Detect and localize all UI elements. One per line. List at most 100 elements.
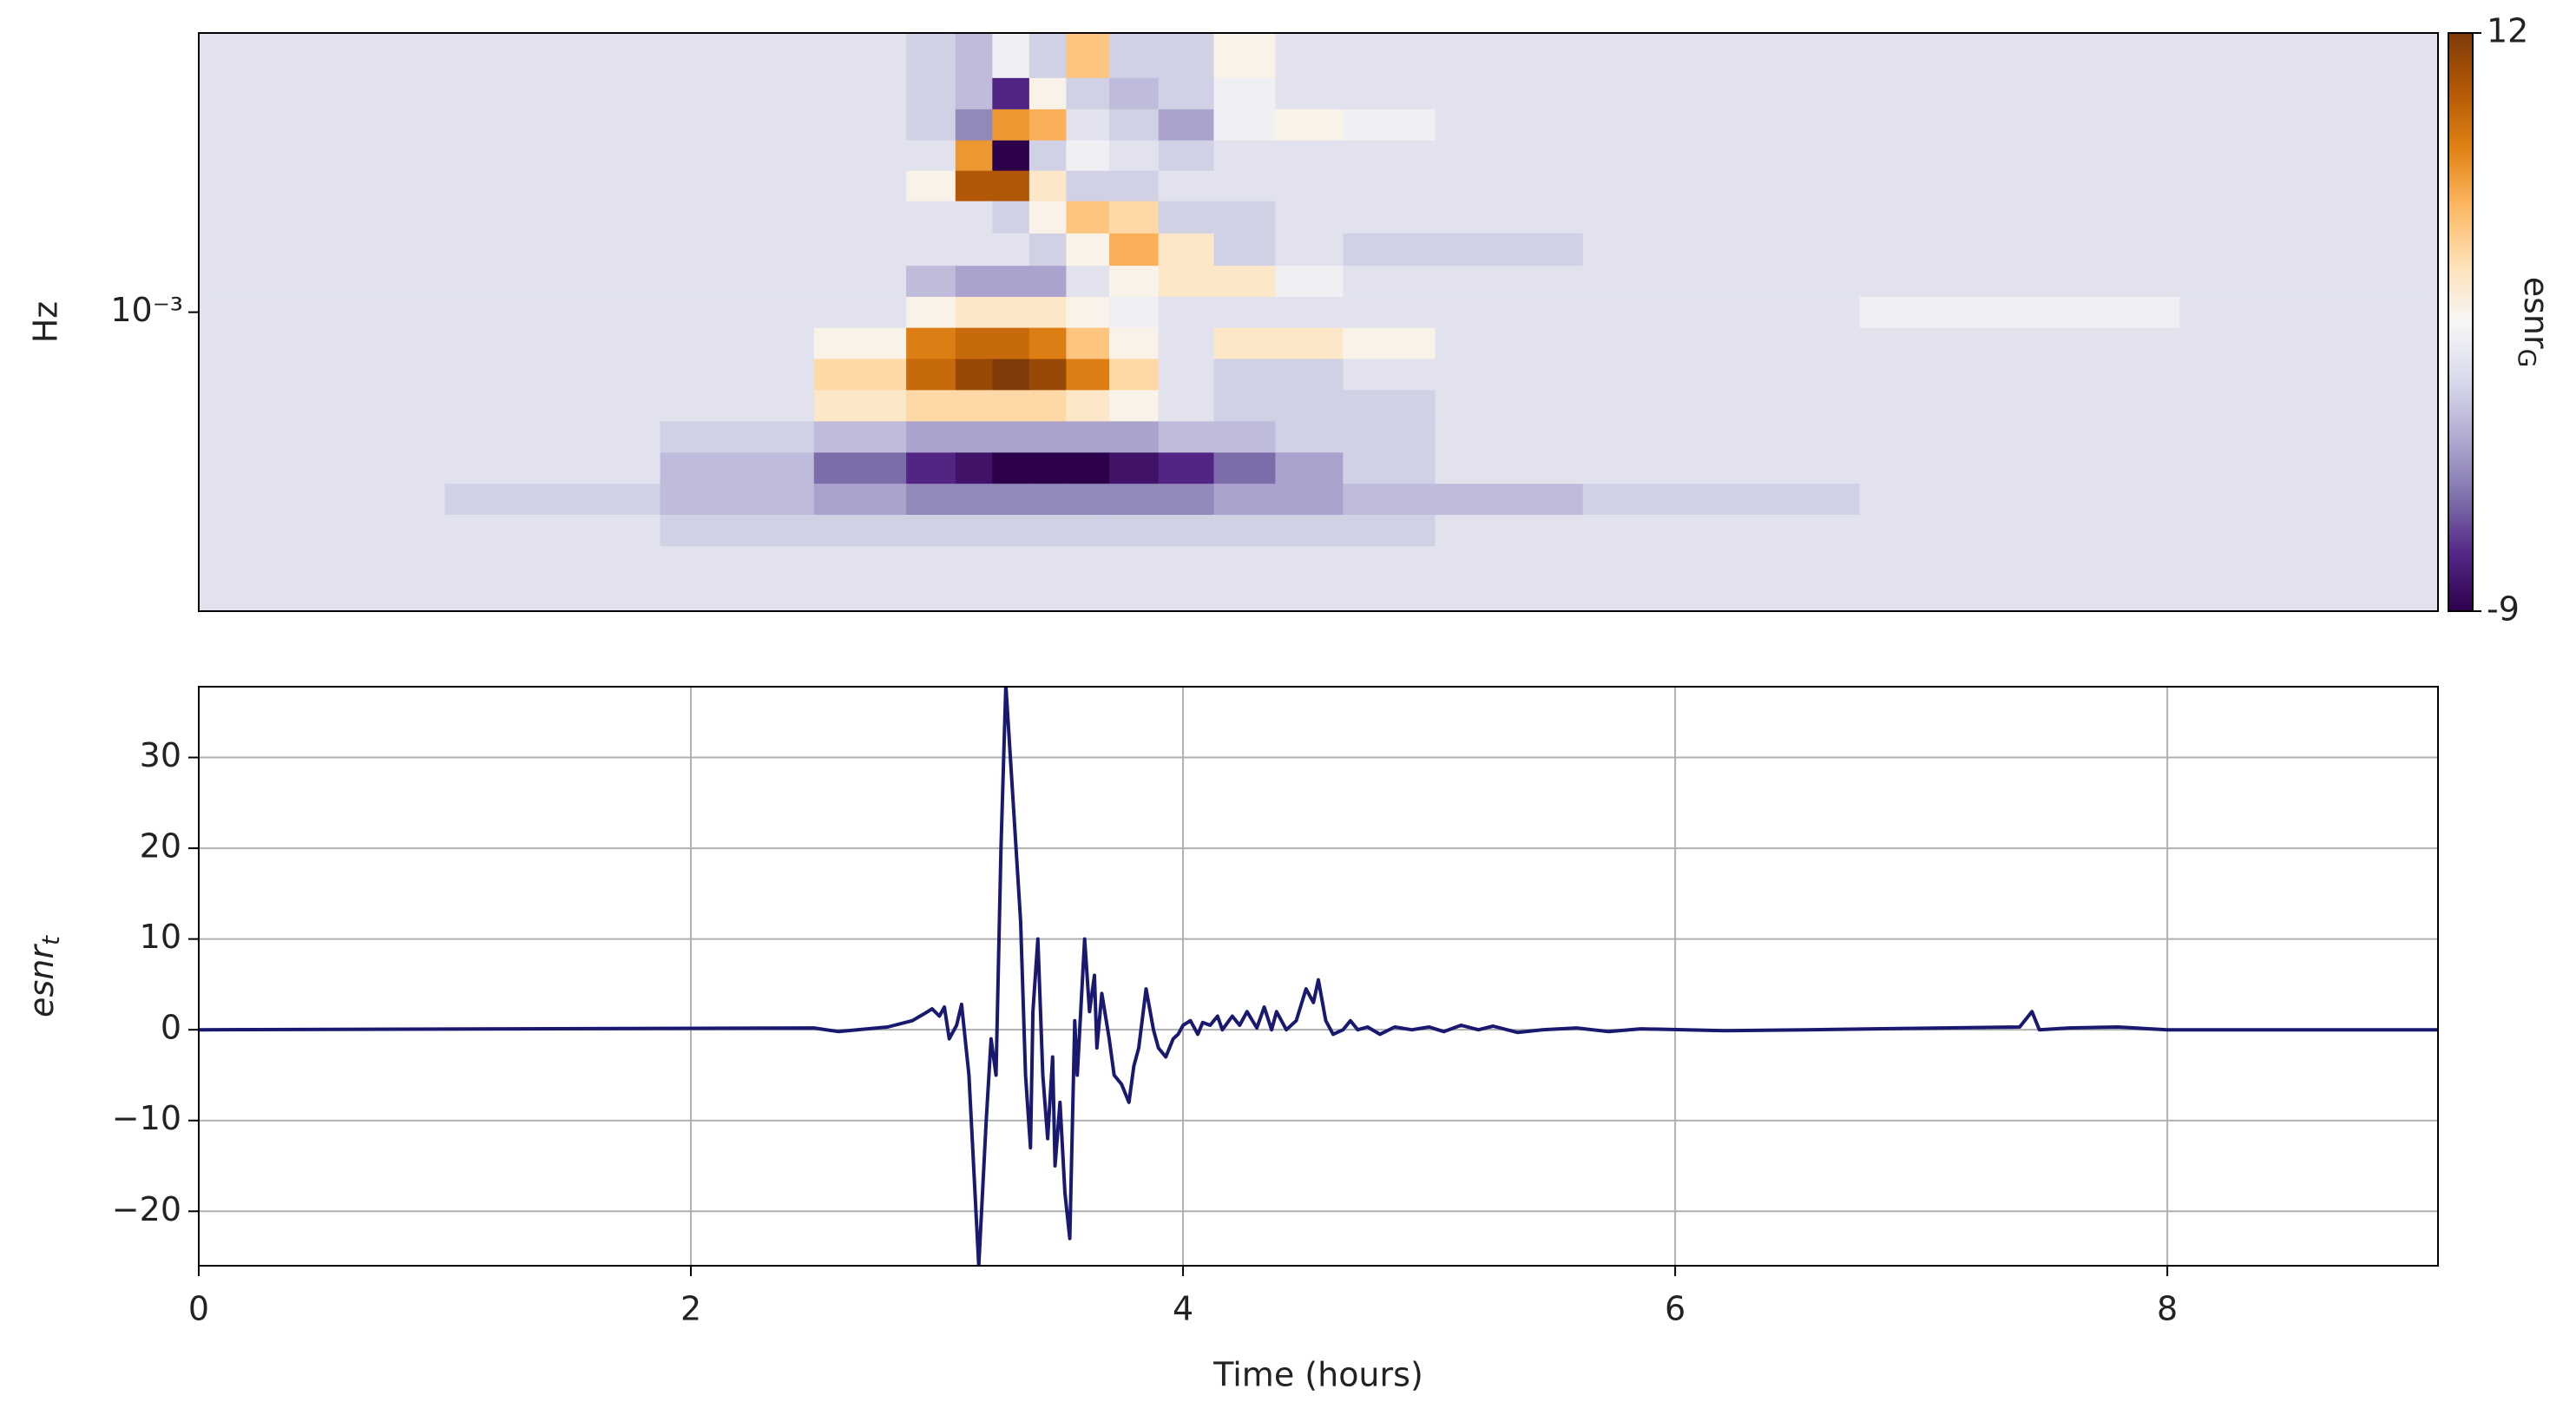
heatmap-cell bbox=[1213, 484, 1276, 516]
heatmap-cell bbox=[1582, 515, 1861, 547]
heatmap-cell bbox=[1109, 109, 1160, 142]
heatmap-cell bbox=[660, 484, 815, 516]
heatmap-cell bbox=[1109, 33, 1160, 79]
y-axis-label: Hz bbox=[27, 301, 65, 344]
heatmap-cell bbox=[1028, 77, 1067, 110]
heatmap-cell bbox=[199, 233, 446, 267]
heatmap-cell bbox=[1343, 296, 1436, 329]
heatmap-cell bbox=[1028, 546, 1067, 578]
heatmap-cell bbox=[199, 515, 446, 547]
heatmap-cell bbox=[2179, 33, 2438, 79]
heatmap-cell bbox=[1109, 546, 1160, 578]
heatmap-cell bbox=[992, 170, 1030, 202]
heatmap-cell bbox=[444, 359, 661, 391]
heatmap-cell bbox=[1582, 546, 1861, 578]
heatmap-cell bbox=[1066, 577, 1110, 611]
heatmap-cell bbox=[1028, 140, 1067, 172]
heatmap-cell bbox=[1158, 484, 1215, 516]
heatmap-cell bbox=[1582, 296, 1861, 329]
heatmap-cell bbox=[1435, 266, 1584, 298]
heatmap-cell bbox=[1158, 296, 1215, 329]
heatmap-cell bbox=[1028, 233, 1067, 267]
heatmap-cell bbox=[906, 577, 956, 611]
heatmap-cell bbox=[2179, 359, 2438, 391]
heatmap-cell bbox=[199, 452, 446, 484]
heatmap-cell bbox=[1343, 515, 1436, 547]
heatmap-cell bbox=[1109, 421, 1160, 453]
heatmap-cell bbox=[955, 546, 993, 578]
heatmap-cell bbox=[1582, 201, 1861, 234]
heatmap-cell bbox=[1859, 515, 2180, 547]
axes: 10⁻³ -9 12 0 2 4 6 8 −20 −10 0 10 20 30 bbox=[110, 12, 2528, 1328]
heatmap-cell bbox=[1435, 359, 1584, 391]
heatmap-cell bbox=[992, 77, 1030, 110]
heatmap-cell bbox=[444, 33, 661, 79]
heatmap-cell bbox=[1158, 546, 1215, 578]
heatmap-cell bbox=[906, 201, 956, 234]
heatmap-cell bbox=[1066, 266, 1110, 298]
heatmap-cell bbox=[1066, 201, 1110, 234]
heatmap-cell bbox=[2179, 515, 2438, 547]
heatmap-cell bbox=[906, 233, 956, 267]
heatmap-cell bbox=[1582, 266, 1861, 298]
heatmap-cell bbox=[992, 140, 1030, 172]
heatmap-cell bbox=[660, 201, 815, 234]
heatmap-cell bbox=[955, 266, 993, 298]
heatmap-cell bbox=[1066, 359, 1110, 391]
heatmap-cell bbox=[1109, 390, 1160, 422]
heatmap-cell bbox=[813, 421, 907, 453]
y-tick-label: −10 bbox=[112, 1099, 181, 1137]
heatmap-cell bbox=[1859, 233, 2180, 267]
heatmap-cell bbox=[1859, 140, 2180, 172]
heatmap-cell bbox=[1275, 33, 1344, 79]
heatmap-cell bbox=[1213, 266, 1276, 298]
plot-frame bbox=[198, 32, 2439, 612]
heatmap-cell bbox=[906, 77, 956, 110]
heatmap-cell bbox=[813, 109, 907, 142]
heatmap-cell bbox=[1435, 140, 1584, 172]
heatmap-cell bbox=[444, 452, 661, 484]
heatmap-cell bbox=[1859, 327, 2180, 360]
plot-frame bbox=[198, 686, 2439, 1267]
heatmap-cell bbox=[1158, 390, 1215, 422]
heatmap-cell bbox=[1028, 296, 1067, 329]
heatmap-cell bbox=[660, 359, 815, 391]
heatmap-cell bbox=[1275, 170, 1344, 202]
heatmap-cell bbox=[1343, 390, 1436, 422]
heatmap-cell bbox=[1859, 546, 2180, 578]
heatmap-cell bbox=[1275, 390, 1344, 422]
heatmap-cell bbox=[1109, 266, 1160, 298]
heatmap-cell bbox=[199, 109, 446, 142]
heatmap-cell bbox=[1859, 33, 2180, 79]
heatmap-cell bbox=[2179, 201, 2438, 234]
heatmap-cell bbox=[906, 109, 956, 142]
heatmap-cell bbox=[955, 233, 993, 267]
heatmap-cell bbox=[1109, 484, 1160, 516]
heatmap-cell bbox=[2179, 452, 2438, 484]
heatmap-cell bbox=[2179, 233, 2438, 267]
heatmap-cell bbox=[199, 327, 446, 360]
heatmap-cell bbox=[906, 484, 956, 516]
heatmap-cell bbox=[660, 546, 815, 578]
heatmap-cell bbox=[1109, 296, 1160, 329]
heatmap-cell bbox=[1109, 233, 1160, 267]
heatmap-cell bbox=[660, 515, 815, 547]
heatmap-cell bbox=[955, 577, 993, 611]
heatmap-cell bbox=[660, 327, 815, 360]
heatmap-cell bbox=[813, 77, 907, 110]
heatmap-cell bbox=[992, 484, 1030, 516]
heatmap-cell bbox=[1158, 33, 1215, 79]
heatmap-cell bbox=[1435, 515, 1584, 547]
heatmap-cell bbox=[813, 140, 907, 172]
heatmap-cell bbox=[1028, 515, 1067, 547]
heatmap-cell bbox=[1435, 233, 1584, 267]
heatmap-cell bbox=[955, 33, 993, 79]
heatmap-cell bbox=[199, 421, 446, 453]
heatmap-cell bbox=[1275, 201, 1344, 234]
heatmap-cell bbox=[1859, 577, 2180, 611]
heatmap-cell bbox=[660, 109, 815, 142]
heatmap-cell bbox=[1213, 421, 1276, 453]
data-line bbox=[199, 687, 2438, 1266]
heatmap-cell bbox=[1109, 359, 1160, 391]
heatmap-cell bbox=[1859, 421, 2180, 453]
